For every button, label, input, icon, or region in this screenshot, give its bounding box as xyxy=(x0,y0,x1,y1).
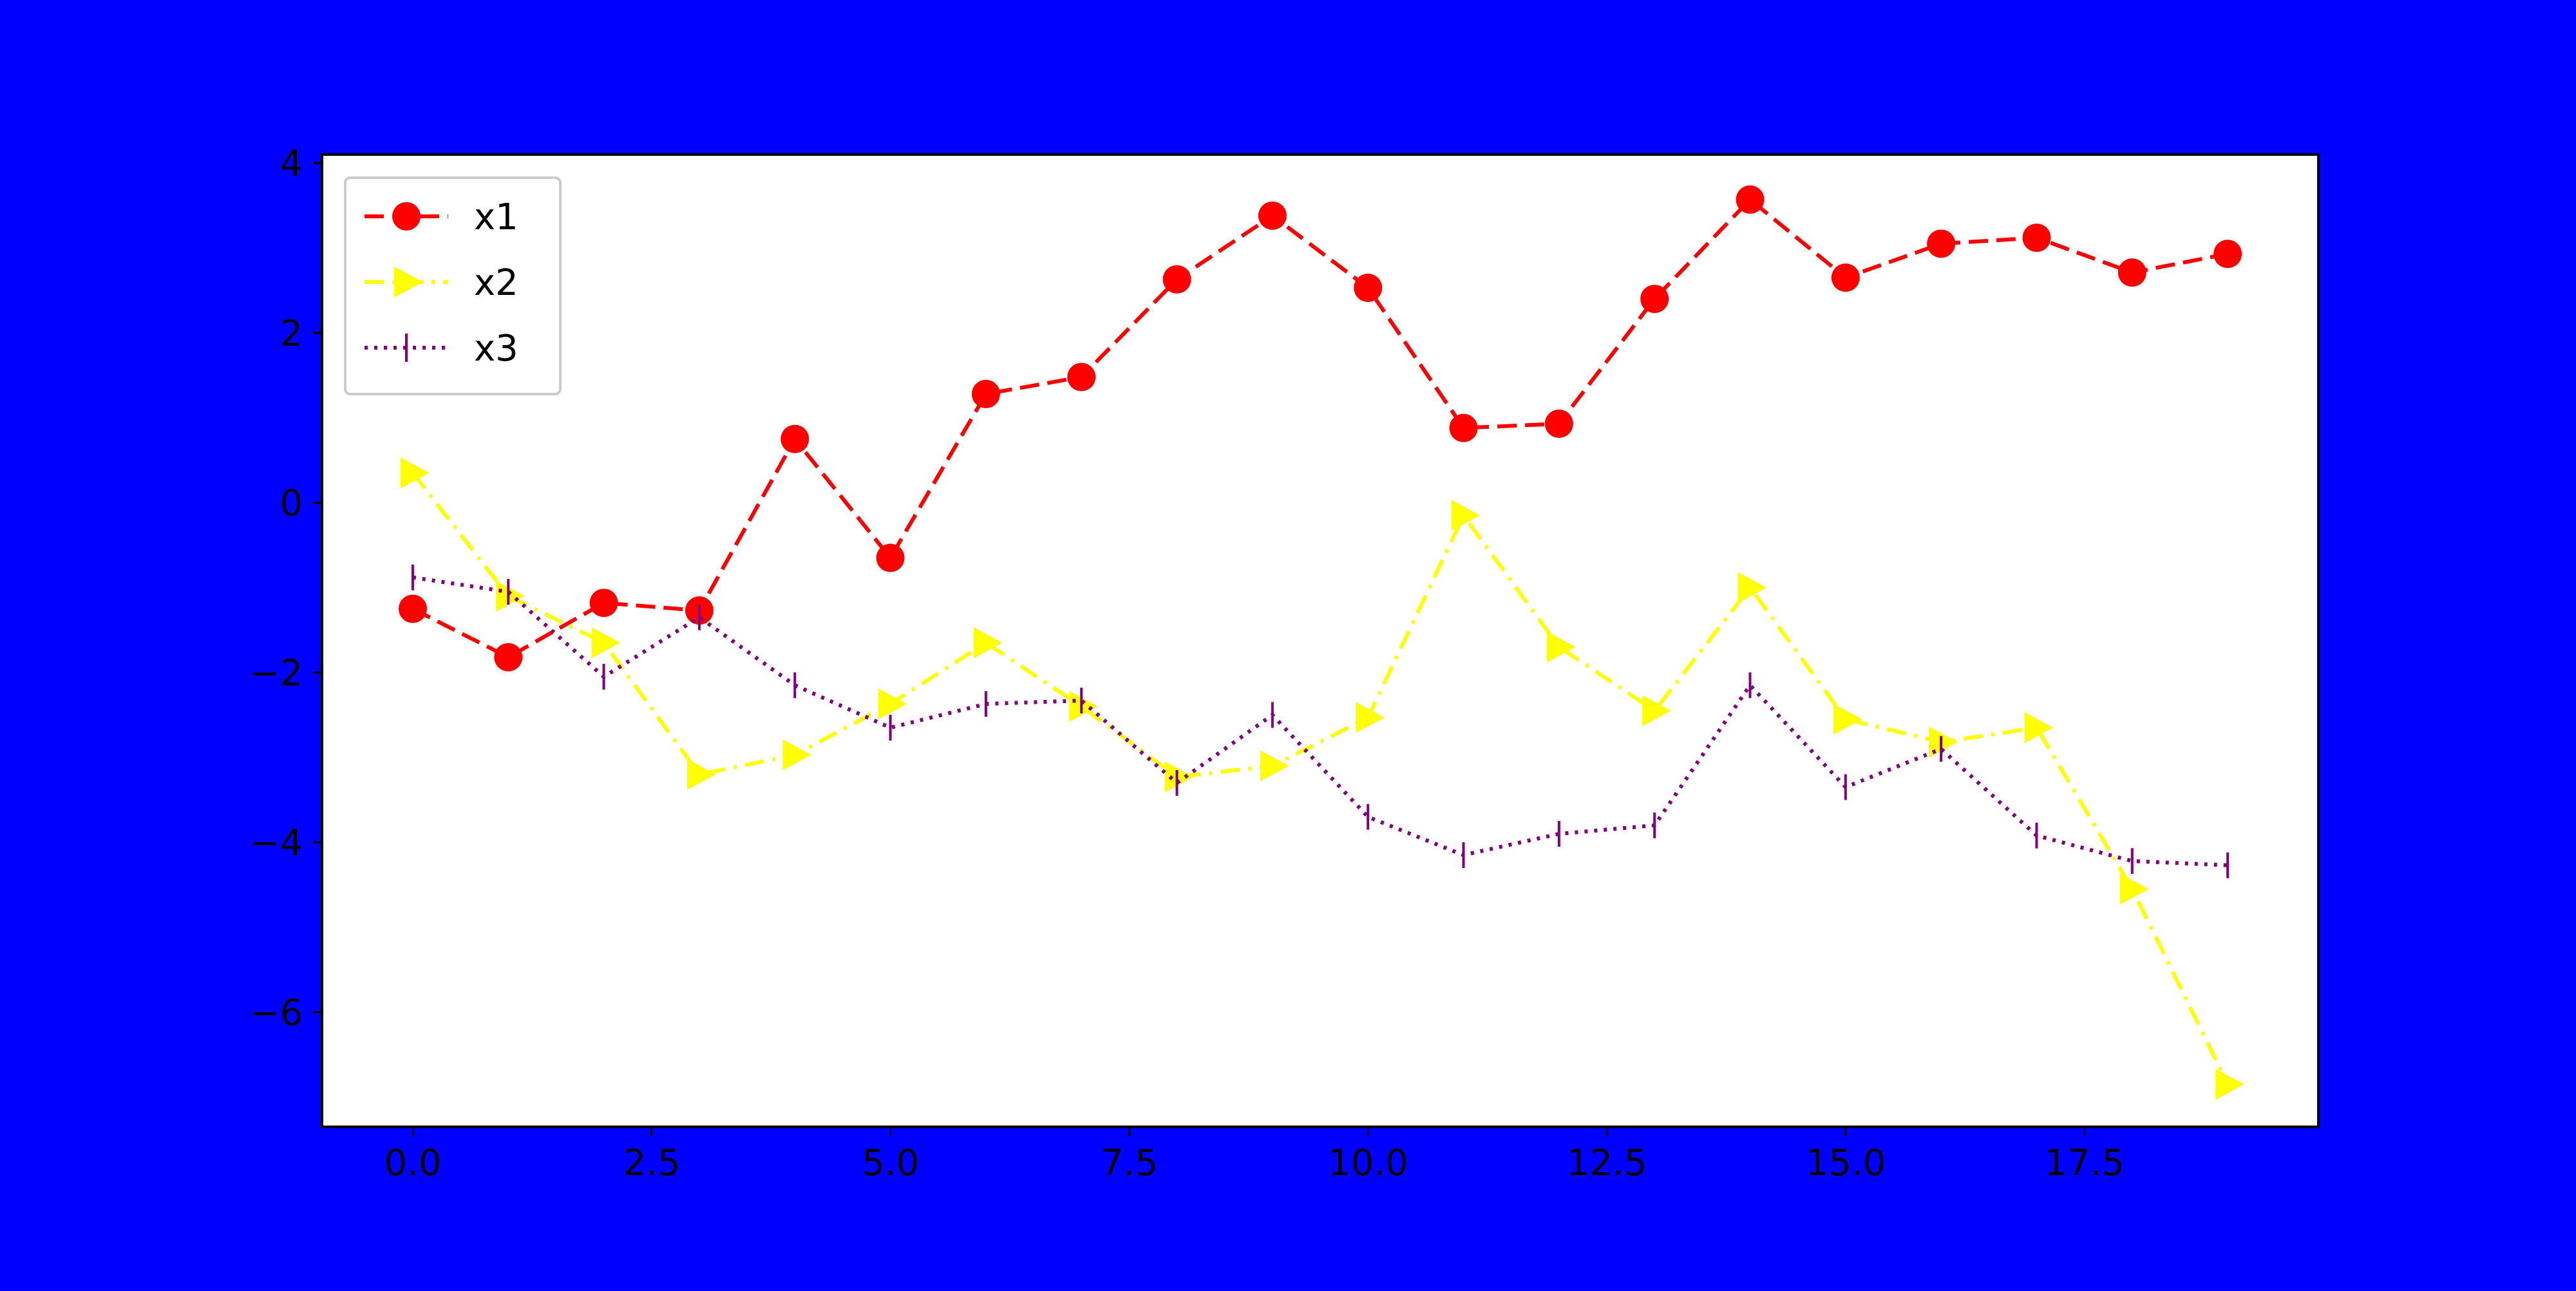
data-point-x1-8 xyxy=(1162,265,1191,294)
data-point-x1-2 xyxy=(589,589,618,617)
data-point-x1-9 xyxy=(1258,201,1287,230)
legend-marker-x2 xyxy=(394,266,423,298)
legend-box xyxy=(344,176,562,395)
data-point-x2-2 xyxy=(591,627,620,659)
x-tick-label: 7.5 xyxy=(1101,1142,1158,1184)
y-tick-label: 4 xyxy=(279,143,303,185)
data-point-x1-4 xyxy=(781,424,810,453)
data-point-x1-7 xyxy=(1067,363,1096,391)
plot-frame xyxy=(321,153,2320,1128)
data-point-x2-17 xyxy=(2024,712,2053,744)
series-x1 xyxy=(398,185,2242,672)
data-point-x2-14 xyxy=(1738,572,1766,603)
x-tick-label: 15.0 xyxy=(1805,1142,1886,1184)
data-point-x2-7 xyxy=(1069,691,1098,722)
legend-item-x1: x1 xyxy=(365,196,518,238)
data-point-x2-9 xyxy=(1260,750,1289,782)
y-tick-label: −4 xyxy=(249,822,303,864)
y-tick-label: 2 xyxy=(279,313,303,355)
data-point-x2-16 xyxy=(1929,726,1958,758)
legend-marker-x1 xyxy=(392,202,421,231)
legend-label: x1 xyxy=(474,196,518,238)
data-point-x1-5 xyxy=(876,543,905,572)
data-point-x2-19 xyxy=(2215,1069,2244,1100)
data-point-x1-1 xyxy=(494,643,523,672)
legend-item-x2: x2 xyxy=(365,262,518,304)
legend: x1 x2 x3 xyxy=(344,176,562,395)
series-line-x3 xyxy=(412,575,2228,867)
data-point-x2-10 xyxy=(1356,702,1385,733)
data-point-x1-12 xyxy=(1544,410,1573,438)
data-point-x2-15 xyxy=(1833,703,1862,735)
legend-label: x3 xyxy=(474,328,518,370)
data-point-x2-1 xyxy=(496,580,525,612)
y-axis: 4 2 0 −2 −4 −6 xyxy=(249,143,322,1034)
x-axis: 0.0 2.5 5.0 7.5 10.0 12.5 15.0 17.5 xyxy=(384,1127,2125,1184)
data-point-x2-12 xyxy=(1546,631,1576,663)
data-point-x2-6 xyxy=(973,627,1003,659)
x-tick-label: 2.5 xyxy=(623,1142,680,1184)
data-point-x1-18 xyxy=(2117,258,2146,287)
data-point-x2-13 xyxy=(1642,695,1671,726)
legend-item-x3: x3 xyxy=(365,328,518,370)
x-tick-label: 12.5 xyxy=(1567,1142,1647,1184)
data-point-x2-4 xyxy=(782,739,811,771)
data-point-x1-10 xyxy=(1354,274,1383,303)
data-point-x2-11 xyxy=(1451,500,1480,531)
data-point-x1-16 xyxy=(1927,229,1956,258)
x-tick-label: 10.0 xyxy=(1328,1142,1408,1184)
data-point-x2-0 xyxy=(400,457,430,489)
data-point-x1-6 xyxy=(971,379,1000,408)
data-point-x1-19 xyxy=(2213,240,2242,269)
legend-label: x2 xyxy=(474,262,518,304)
data-point-x1-14 xyxy=(1736,185,1765,214)
plot-area xyxy=(322,155,2318,1127)
y-tick-label: −6 xyxy=(249,992,303,1034)
series-layer xyxy=(398,185,2244,1100)
data-point-x1-11 xyxy=(1449,413,1478,442)
data-point-x2-5 xyxy=(878,688,907,720)
data-point-x1-17 xyxy=(2022,223,2051,252)
series-x2 xyxy=(400,457,2244,1100)
y-tick-label: −2 xyxy=(249,652,303,694)
data-point-x2-3 xyxy=(687,759,716,790)
x-tick-label: 5.0 xyxy=(862,1142,919,1184)
y-tick-label: 0 xyxy=(279,483,303,525)
data-point-x1-15 xyxy=(1831,263,1860,292)
series-line-x1 xyxy=(412,197,2228,659)
data-point-x1-0 xyxy=(398,594,427,623)
series-line-x2 xyxy=(411,471,2230,1086)
data-point-x2-8 xyxy=(1164,761,1193,793)
x-tick-label: 17.5 xyxy=(2044,1142,2125,1184)
x-tick-label: 0.0 xyxy=(384,1142,441,1184)
series-x3 xyxy=(411,564,2230,878)
data-point-x1-13 xyxy=(1640,285,1669,314)
data-point-x2-18 xyxy=(2119,873,2149,905)
